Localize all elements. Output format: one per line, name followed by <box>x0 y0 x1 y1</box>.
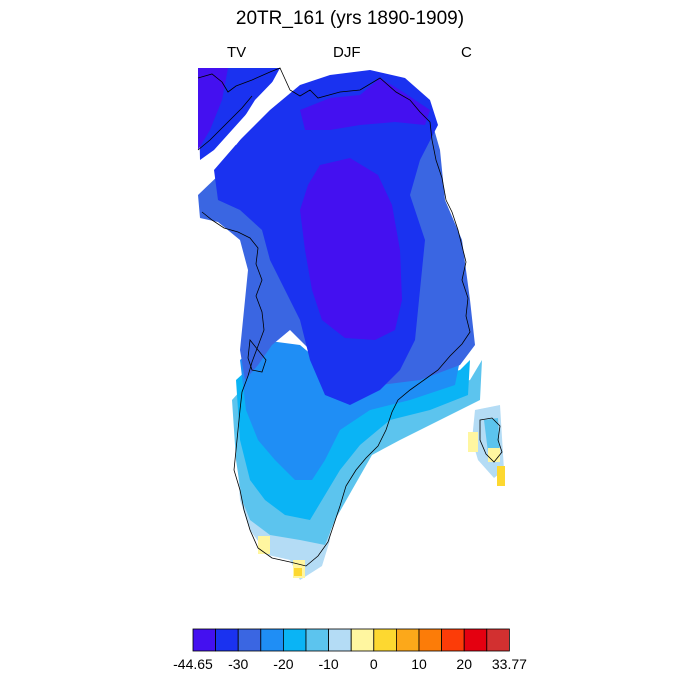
colorbar-tick-label: 0 <box>370 656 378 672</box>
colorbar-tick-label: 33.77 <box>492 656 527 672</box>
colorbar-box <box>441 628 465 652</box>
region-yellow-south-3 <box>294 568 302 576</box>
colorbar-box <box>305 628 330 652</box>
coastline-island <box>479 417 503 463</box>
colorbar-tick-label: -30 <box>228 656 248 672</box>
region-gap <box>230 72 282 145</box>
units-label: C <box>461 44 472 61</box>
colorbar-box <box>486 628 510 652</box>
region-yellow-south-1 <box>258 536 270 554</box>
colorbar-box <box>463 628 488 652</box>
region-darkest-core <box>198 68 430 340</box>
season-label: DJF <box>333 44 361 61</box>
colorbar-box <box>350 628 375 652</box>
region-island-cyan <box>484 418 500 455</box>
coastline <box>197 67 471 567</box>
variable-label: TV <box>227 44 247 61</box>
region-yellow-east-1 <box>468 432 478 452</box>
colorbar-boxes <box>192 628 510 652</box>
colorbar-box <box>328 628 352 652</box>
coastline-inlet <box>247 338 267 373</box>
colorbar-ticks: -44.65 -30 -20 -10 0 10 20 33.77 <box>173 656 527 672</box>
colorbar-box <box>215 628 239 652</box>
colorbar-tick-label: 10 <box>411 656 427 672</box>
colorbar-box <box>260 628 284 652</box>
plot-title: 20TR_161 (yrs 1890-1909) <box>235 8 465 29</box>
colorbar-box <box>282 628 307 652</box>
colorbar-box <box>237 628 262 652</box>
colorbar-tick-label: -44.65 <box>173 656 213 672</box>
colorbar-box <box>373 628 397 652</box>
coastline-northwest <box>197 95 253 151</box>
colorbar-tick-label: 20 <box>456 656 472 672</box>
region-medium-blue <box>240 340 460 480</box>
region-yellow-east-3 <box>497 466 505 486</box>
colorbar-tick-label: -20 <box>273 656 293 672</box>
colorbar-tick-label: -10 <box>318 656 338 672</box>
colorbar-box <box>395 628 420 652</box>
colorbar-box <box>192 628 217 652</box>
colorbar-box <box>418 628 443 652</box>
